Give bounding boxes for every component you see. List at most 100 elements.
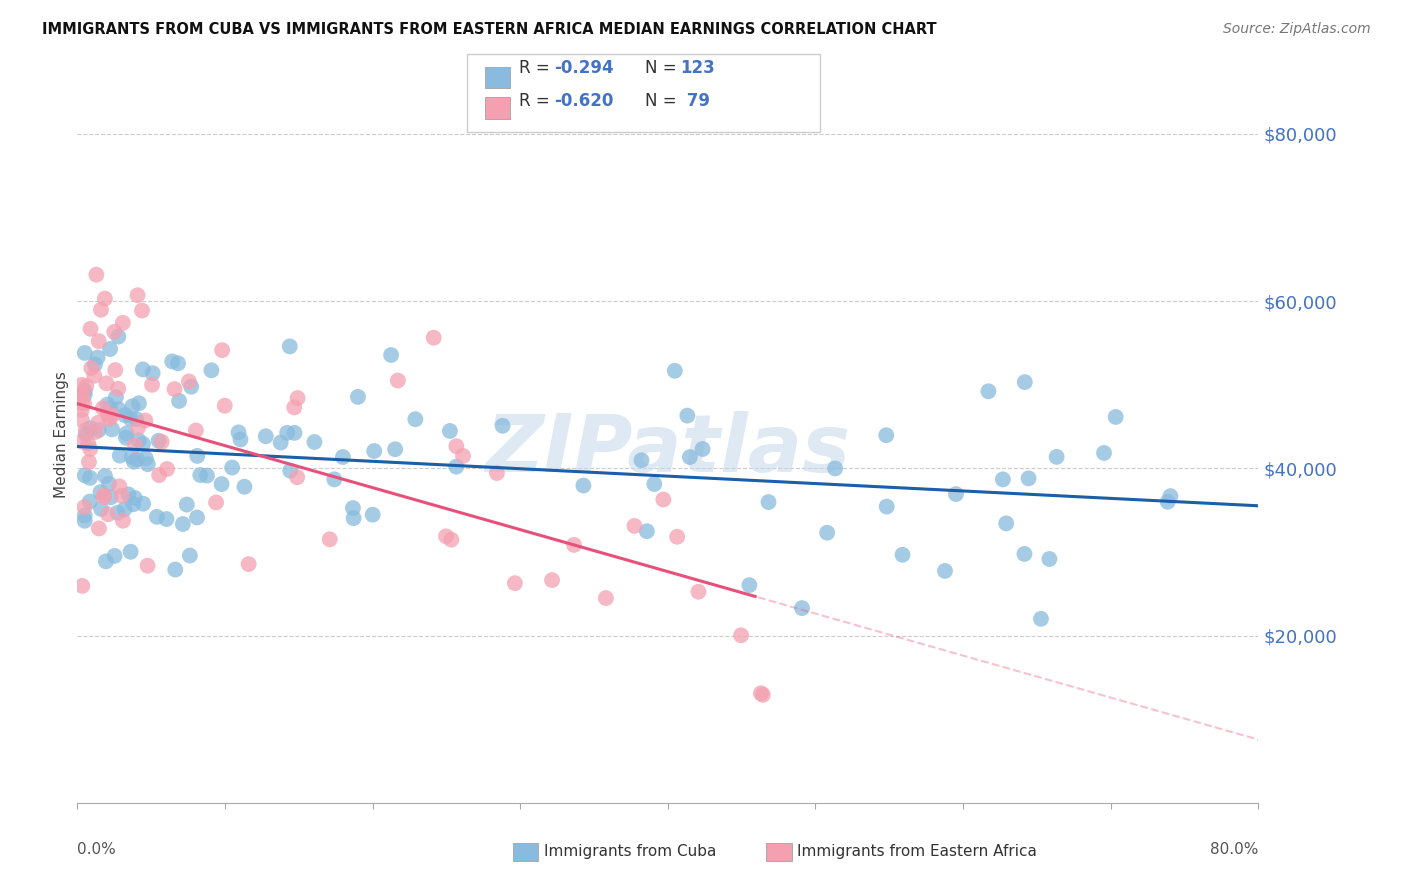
Point — [278, 339, 301, 353]
Point — [124, 491, 146, 505]
Point — [73, 500, 96, 515]
Point — [70, 387, 93, 401]
Point — [752, 688, 775, 702]
Point — [108, 449, 131, 463]
Point — [108, 479, 131, 493]
Point — [91, 401, 114, 416]
Point — [79, 322, 101, 336]
Point — [114, 408, 136, 422]
Point — [184, 424, 207, 438]
Text: R =: R = — [519, 59, 555, 77]
Point — [758, 495, 780, 509]
Point — [73, 387, 96, 401]
Point — [75, 423, 97, 437]
Point — [384, 442, 406, 457]
Point — [103, 325, 125, 339]
Point — [692, 442, 714, 456]
Point — [127, 420, 149, 434]
Point — [73, 384, 96, 398]
Point — [276, 425, 298, 440]
Point — [205, 495, 228, 509]
Point — [623, 519, 645, 533]
Point — [233, 480, 256, 494]
Point — [195, 468, 218, 483]
Point — [75, 427, 97, 442]
Point — [186, 510, 208, 524]
Point — [167, 393, 190, 408]
Point — [380, 348, 402, 362]
Text: N =: N = — [645, 59, 682, 77]
Point — [134, 413, 156, 427]
Point — [75, 379, 97, 393]
Point — [283, 425, 305, 440]
Point — [115, 431, 138, 445]
Point — [211, 343, 233, 358]
Point — [439, 424, 461, 438]
Point — [1046, 450, 1069, 464]
Point — [485, 466, 508, 480]
Point — [127, 288, 149, 302]
Point — [107, 329, 129, 343]
Point — [270, 435, 292, 450]
Point — [630, 453, 652, 467]
Text: Immigrants from Cuba: Immigrants from Cuba — [544, 844, 717, 859]
Point — [664, 364, 686, 378]
Point — [200, 363, 222, 377]
Point — [1159, 489, 1181, 503]
Point — [875, 428, 897, 442]
Point — [1038, 552, 1060, 566]
Point — [87, 334, 110, 348]
Point — [434, 529, 457, 543]
Point — [77, 455, 100, 469]
Point — [446, 459, 468, 474]
Point — [1018, 471, 1040, 485]
Point — [167, 356, 190, 370]
Point — [70, 377, 93, 392]
Point — [361, 508, 384, 522]
Point — [132, 437, 155, 451]
Point — [135, 451, 157, 466]
Point — [541, 573, 564, 587]
Point — [101, 422, 124, 436]
Point — [749, 686, 772, 700]
Point — [107, 382, 129, 396]
Point — [283, 401, 305, 415]
Point — [666, 530, 689, 544]
Point — [93, 490, 115, 504]
Point — [404, 412, 426, 426]
Point — [1014, 375, 1036, 389]
Point — [101, 409, 124, 423]
Point — [188, 468, 211, 483]
Point — [160, 354, 183, 368]
Point — [132, 362, 155, 376]
Point — [422, 331, 444, 345]
Point — [111, 489, 134, 503]
Point — [180, 380, 202, 394]
Point — [136, 457, 159, 471]
Point — [824, 461, 846, 475]
Point — [77, 436, 100, 450]
Point — [1105, 409, 1128, 424]
Point — [120, 412, 142, 426]
Point — [451, 449, 474, 463]
Point — [107, 402, 129, 417]
Point — [104, 363, 127, 377]
Point — [790, 601, 813, 615]
Point — [652, 492, 675, 507]
Point — [146, 509, 169, 524]
Point — [104, 390, 127, 404]
Point — [79, 442, 101, 456]
Point — [440, 533, 463, 547]
Point — [679, 450, 702, 464]
Point — [111, 316, 134, 330]
Point — [165, 563, 187, 577]
Point — [122, 455, 145, 469]
Point — [148, 468, 170, 483]
Point — [141, 377, 163, 392]
Point — [214, 399, 236, 413]
Point — [1014, 547, 1036, 561]
Text: 123: 123 — [681, 59, 716, 77]
Text: ZIPatlas: ZIPatlas — [485, 410, 851, 489]
Point — [387, 374, 409, 388]
Point — [114, 502, 136, 516]
